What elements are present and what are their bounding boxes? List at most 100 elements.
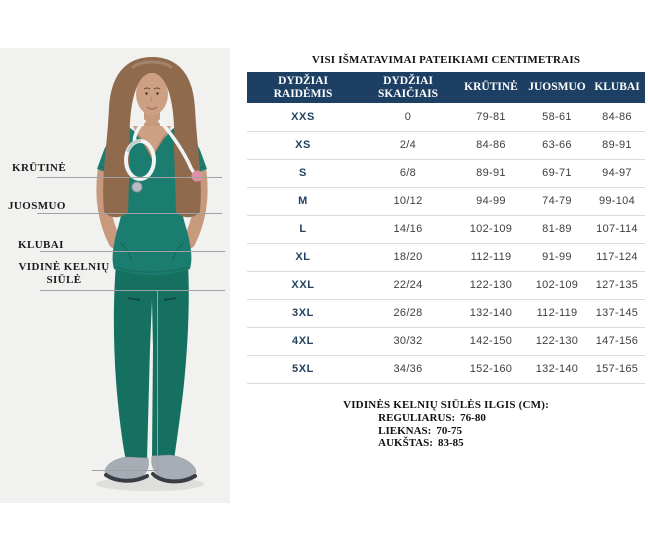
inseam-option-label: LIEKNAS: [378,424,432,437]
measurement-label-waist: JUOSMUO [8,200,66,212]
stethoscope-chestpiece [131,181,143,193]
waist-cell: 91-99 [525,243,589,272]
face [136,73,168,115]
chest-cell: 152-160 [457,355,525,384]
waist-cell: 102-109 [525,271,589,300]
chest-cell: 102-109 [457,215,525,244]
chest-skin [133,126,171,162]
page-title: VISI IŠMATAVIMAI PATEIKIAMI CENTIMETRAIS [311,54,581,66]
measurement-label-chest: KRŪTINĖ [12,162,67,174]
nose [150,95,153,103]
table-row-xs: XS 2/4 84-86 63-66 89-91 [247,131,645,160]
column-header-hips: KLUBAI [589,72,645,103]
inseam-info-block: VIDINĖS KELNIŲ SIŪLĖS ILGIS (CM): REGULI… [247,399,645,451]
inseam-option-label: REGULIARUS: [378,412,456,424]
number-size-cell: 34/36 [359,355,457,384]
size-table: DYDŽIAI RAIDĖMIS DYDŽIAI SKAIČIAIS KRŪTI… [247,72,645,384]
measurement-label-hips: KLUBAI [18,239,64,251]
pants-pocket-zips [127,297,177,301]
hips-cell: 137-145 [589,299,645,328]
right-eye [156,92,159,95]
hips-cell: 99-104 [589,187,645,216]
size-cell: S [247,159,359,188]
inseam-bottom-tick [92,470,158,471]
chest-cell: 89-91 [457,159,525,188]
hips-cell: 94-97 [589,159,645,188]
number-size-cell: 0 [359,103,457,132]
number-size-cell: 10/12 [359,187,457,216]
column-header-size-letters: DYDŽIAI RAIDĖMIS [247,72,359,103]
table-row-5xl: 5XL 34/36 152-160 132-140 157-165 [247,355,645,384]
hips-cell: 157-165 [589,355,645,384]
number-size-cell: 22/24 [359,271,457,300]
inseam-option-value: 83-85 [437,437,464,449]
inseam-option-tall: AUKŠTAS: 83-85 [378,437,486,450]
size-table-header-row: DYDŽIAI RAIDĖMIS DYDŽIAI SKAIČIAIS KRŪTI… [247,72,645,103]
size-cell: XXL [247,271,359,300]
measurement-line-waist [37,213,222,214]
table-row-4xl: 4XL 30/32 142-150 122-130 147-156 [247,327,645,356]
column-header-chest: KRŪTINĖ [457,72,525,103]
inseam-option-regular: REGULIARUS: 76-80 [378,412,486,425]
inseam-vertical-line [157,291,158,471]
chest-cell: 94-99 [457,187,525,216]
size-cell: 3XL [247,299,359,328]
inseam-option-value: 76-80 [460,412,486,424]
inseam-options-list: REGULIARUS: 76-80 LIEKNAS: 70-75 AUKŠTAS: 8… [378,412,486,450]
column-header-waist: JUOSMUO [525,72,589,103]
number-size-cell: 14/16 [359,215,457,244]
hips-cell: 117-124 [589,243,645,272]
eyebrows [143,87,161,90]
table-row-xl: XL 18/20 112-119 91-99 117-124 [247,243,645,272]
number-size-cell: 6/8 [359,159,457,188]
waist-cell: 69-71 [525,159,589,188]
table-row-l: L 14/16 102-109 81-89 107-114 [247,215,645,244]
hips-cell: 84-86 [589,103,645,132]
chest-cell: 142-150 [457,327,525,356]
left-sole [104,473,149,483]
lips [146,106,158,110]
inseam-option-slim: LIEKNAS: 70-75 [378,425,486,438]
stethoscope-metal [126,139,142,153]
table-row-m: M 10/12 94-99 74-79 99-104 [247,187,645,216]
number-size-cell: 30/32 [359,327,457,356]
measurement-label-inseam-line2: SIŪLĖ [46,274,82,286]
left-eye [145,92,148,95]
table-row-xxs: XXS 0 79-81 58-61 84-86 [247,103,645,132]
waist-cell: 112-119 [525,299,589,328]
size-cell: 4XL [247,327,359,356]
measurement-label-inseam: VIDINĖ KELNIŲ SIŪLĖ [2,261,126,287]
number-size-cell: 26/28 [359,299,457,328]
size-cell: XXS [247,103,359,132]
number-size-cell: 2/4 [359,131,457,160]
size-cell: XS [247,131,359,160]
hips-cell: 127-135 [589,271,645,300]
hips-cell: 107-114 [589,215,645,244]
size-cell: M [247,187,359,216]
measurement-line-inseam [40,290,225,291]
measurement-line-chest [37,177,222,178]
column-header-size-numbers: DYDŽIAI SKAIČIAIS [359,72,457,103]
waist-cell: 58-61 [525,103,589,132]
waist-cell: 63-66 [525,131,589,160]
size-cell: 5XL [247,355,359,384]
pink-badge [191,170,203,182]
waist-cell: 122-130 [525,327,589,356]
size-cell: XL [247,243,359,272]
chest-cell: 122-130 [457,271,525,300]
top-hem [114,266,190,273]
size-cell: L [247,215,359,244]
chest-cell: 132-140 [457,299,525,328]
chest-cell: 79-81 [457,103,525,132]
table-row-xxl: XXL 22/24 122-130 102-109 127-135 [247,271,645,300]
right-sole [151,472,197,484]
model-photo: KRŪTINĖ JUOSMUO KLUBAI VIDINĖ KELNIŲ SIŪ… [0,48,230,503]
waist-cell: 81-89 [525,215,589,244]
hair-shine [130,60,174,70]
table-row-s: S 6/8 89-91 69-71 94-97 [247,159,645,188]
inseam-option-value: 70-75 [436,424,463,437]
chest-cell: 112-119 [457,243,525,272]
hips-cell: 147-156 [589,327,645,356]
measurement-label-inseam-line1: VIDINĖ KELNIŲ [18,261,110,273]
